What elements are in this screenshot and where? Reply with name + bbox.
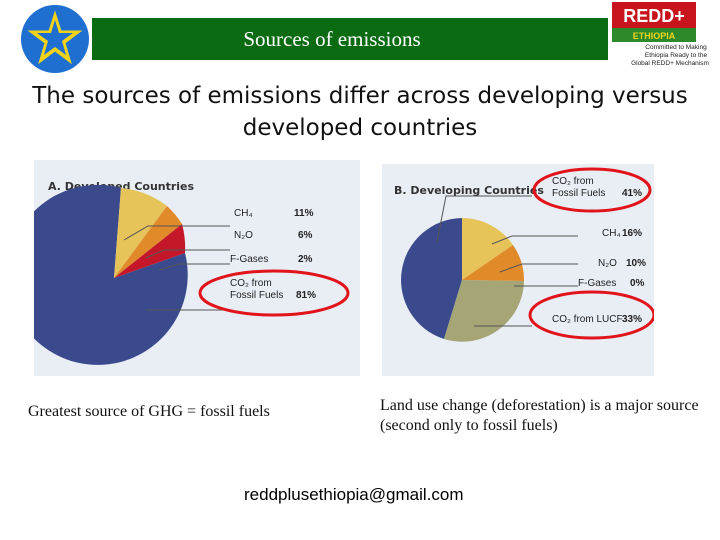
svg-text:REDD+: REDD+ xyxy=(623,6,685,26)
label-ch4: CH₄ 16% xyxy=(602,228,643,239)
label-co2-fossil: CO₂ from Fossil Fuels 41% xyxy=(552,176,643,199)
pie-slice-lucf xyxy=(444,280,524,342)
pie-slice-n2o xyxy=(462,245,525,281)
redd-ethiopia-logo: REDD+ ETHIOPIA Committed to Making Ethio… xyxy=(610,2,718,70)
svg-text:Global REDD+ Mechanism: Global REDD+ Mechanism xyxy=(631,60,709,67)
label-co2-fossil: CO₂ from Fossil Fuels 81% xyxy=(230,278,317,301)
page-title: Sources of emissions xyxy=(243,27,421,51)
pie-slice-co2-fossil xyxy=(401,218,462,339)
svg-text:ETHIOPIA: ETHIOPIA xyxy=(633,31,676,41)
header-bar xyxy=(92,18,608,60)
developing-caption: Land use change (deforestation) is a maj… xyxy=(380,397,699,434)
label-n2o: N₂O 10% xyxy=(598,258,647,269)
pie-slice-co2-fossil xyxy=(34,184,188,365)
pie-slice-ch4 xyxy=(114,188,167,278)
developed-countries-chart: A. Developed Countries CH₄ 11% N₂O 6% F-Ga… xyxy=(34,160,360,376)
label-n2o: N₂O 6% xyxy=(234,230,313,241)
developing-countries-chart: B. Developing Countries CO₂ from Fossil … xyxy=(382,164,654,376)
svg-text:Ethiopia Ready to the: Ethiopia Ready to the xyxy=(645,52,708,59)
panel-title: B. Developing Countries xyxy=(394,184,544,197)
pie-slice-fgas xyxy=(114,224,186,278)
slide-subtitle: The sources of emissions differ across d… xyxy=(32,83,688,141)
pie-slice-ch4 xyxy=(462,218,513,280)
label-fgases: F-Gases 0% xyxy=(578,278,645,289)
pie-slice-n2o xyxy=(114,206,182,278)
label-co2-lucf: CO₂ from LUCF 33% xyxy=(552,314,643,325)
svg-text:Committed to Making: Committed to Making xyxy=(645,44,707,51)
developed-caption: Greatest source of GHG = fossil fuels xyxy=(28,403,270,420)
ethiopia-emblem-icon xyxy=(18,2,92,76)
label-fgases: F-Gases 2% xyxy=(230,254,313,265)
contact-email: reddplusethiopia@gmail.com xyxy=(244,485,464,504)
label-ch4: CH₄ 11% xyxy=(234,208,314,219)
